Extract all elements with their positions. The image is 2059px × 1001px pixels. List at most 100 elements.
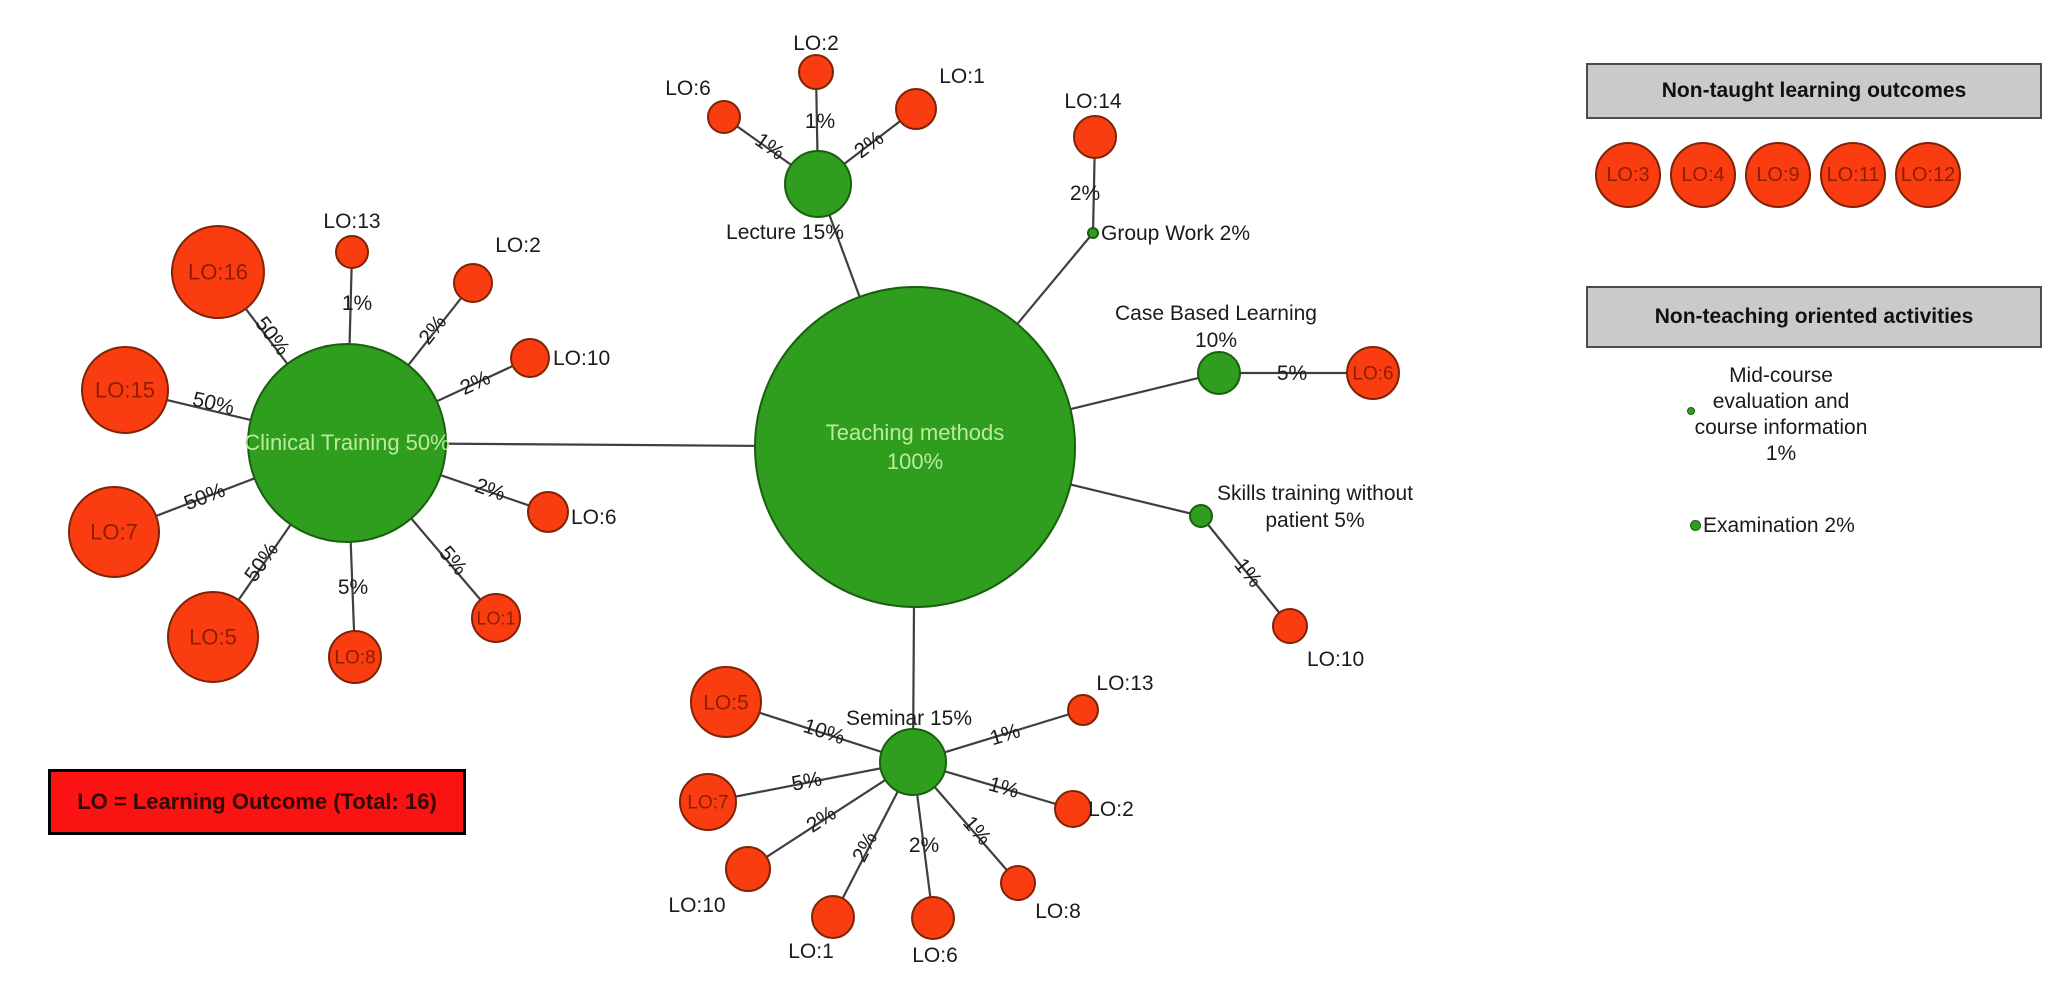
non-taught-lo-label: LO:11 (1826, 163, 1880, 186)
edge-label-group-work-0: 2% (1070, 182, 1100, 205)
node-group-work (1087, 227, 1099, 239)
mid-course-dot-icon (1687, 407, 1695, 415)
node-seminar-outcome-4 (911, 896, 955, 940)
node-clinical-training (247, 343, 447, 543)
edge-label-seminar-1: 5% (790, 767, 824, 795)
lo-note-box: LO = Learning Outcome (Total: 16) (48, 769, 466, 835)
edge-label-lecture-1: 1% (805, 110, 835, 133)
node-seminar-label: Seminar 15% (846, 707, 972, 730)
edge-skills-training-without-patient-0 (1200, 515, 1291, 627)
node-seminar-outcome-3-label: LO:1 (788, 940, 834, 963)
mid-course-line: Mid-course (1729, 364, 1833, 387)
node-lecture-outcome-1-label: LO:2 (793, 32, 839, 55)
node-clinical-training-outcome-5 (68, 486, 160, 578)
node-teaching-methods-label: 100% (887, 449, 943, 474)
non-taught-lo-label: LO:9 (1756, 163, 1800, 186)
edge-label-seminar-0: 10% (800, 714, 847, 749)
examination-dot-icon (1690, 520, 1701, 531)
node-clinical-training-outcome-9 (471, 593, 521, 643)
node-seminar (879, 728, 947, 796)
node-clinical-training-outcome-2-label: LO:2 (495, 234, 541, 257)
node-lecture-outcome-0 (707, 100, 741, 134)
node-clinical-training-outcome-2 (453, 263, 493, 303)
non-taught-lo-circle: LO:12 (1895, 142, 1961, 208)
node-clinical-training-label: Clinical Training 50% (244, 430, 449, 455)
edge-label-clinical-training-5: 50% (181, 479, 228, 516)
edge-label-seminar-5: 1% (958, 812, 995, 850)
mid-course-item: Mid-course evaluation and course informa… (1661, 363, 1901, 467)
edge-label-lecture-2: 2% (850, 126, 888, 163)
node-case-based-learning-label: Case Based Learning (1115, 302, 1317, 325)
node-clinical-training-outcome-8 (328, 630, 382, 684)
node-seminar-outcome-4-label: LO:6 (912, 944, 958, 967)
legend-non-taught-box: Non-taught learning outcomes (1586, 63, 2042, 119)
node-clinical-training-outcome-4 (510, 338, 550, 378)
mid-course-line: course information (1694, 416, 1868, 439)
node-clinical-training-outcome-0 (171, 225, 265, 319)
node-teaching-methods-label: Teaching methods (826, 420, 1005, 445)
legend-non-taught-title: Non-taught learning outcomes (1661, 79, 1967, 102)
node-lecture-outcome-2 (895, 88, 937, 130)
node-seminar-outcome-0 (690, 666, 762, 738)
node-lecture-outcome-0-label: LO:6 (665, 77, 711, 100)
node-group-work-outcome-0 (1073, 115, 1117, 159)
node-seminar-outcome-7 (1067, 694, 1099, 726)
node-lecture-outcome-2-label: LO:1 (939, 65, 985, 88)
node-seminar-outcome-6 (1054, 790, 1092, 828)
edge-label-seminar-4: 2% (909, 834, 939, 857)
node-clinical-training-outcome-1-label: LO:13 (323, 210, 380, 233)
edge-label-clinical-training-9: 5% (434, 542, 471, 580)
edge-label-seminar-2: 2% (802, 802, 840, 838)
node-skills-training-without-patient (1189, 504, 1213, 528)
non-taught-lo-label: LO:3 (1606, 163, 1650, 186)
legend-non-teaching-title: Non-teaching oriented activities (1654, 305, 1974, 328)
node-clinical-training-outcome-5-label: LO:7 (90, 520, 138, 545)
node-skills-training-without-patient-outcome-0-label: LO:10 (1307, 648, 1364, 671)
node-clinical-training-outcome-6-label: LO:6 (571, 506, 617, 529)
node-seminar-outcome-7-label: LO:13 (1096, 672, 1153, 695)
node-seminar-outcome-0-label: LO:5 (703, 691, 749, 714)
edge-label-clinical-training-0: 50% (250, 312, 294, 359)
node-seminar-outcome-1 (679, 773, 737, 831)
node-seminar-outcome-2 (725, 846, 771, 892)
node-case-based-learning-outcome-0-label: LO:6 (1352, 364, 1393, 385)
node-skills-training-without-patient-label: patient 5% (1265, 509, 1364, 532)
edge-label-seminar-7: 1% (987, 719, 1023, 750)
node-case-based-learning-label: 10% (1195, 329, 1237, 352)
node-clinical-training-outcome-3-label: LO:15 (95, 378, 155, 403)
node-clinical-training-outcome-0-label: LO:16 (188, 260, 248, 285)
non-taught-lo-label: LO:12 (1900, 163, 1956, 186)
node-lecture-outcome-1 (798, 54, 834, 90)
lo-note-text: LO = Learning Outcome (Total: 16) (77, 789, 437, 814)
edge-label-clinical-training-8: 5% (338, 576, 368, 599)
node-seminar-outcome-2-label: LO:10 (668, 894, 725, 917)
non-taught-lo-circle: LO:3 (1595, 142, 1661, 208)
node-group-work-outcome-0-label: LO:14 (1064, 90, 1122, 113)
node-clinical-training-outcome-3 (81, 346, 169, 434)
node-seminar-outcome-3 (811, 895, 855, 939)
edge-label-case-based-learning-0: 5% (1277, 362, 1307, 385)
node-case-based-learning (1197, 351, 1241, 395)
node-seminar-outcome-6-label: LO:2 (1088, 798, 1134, 821)
examination-label: Examination 2% (1703, 514, 1855, 537)
node-clinical-training-outcome-8-label: LO:8 (334, 648, 375, 669)
node-clinical-training-outcome-6 (527, 491, 569, 533)
node-seminar-outcome-5-label: LO:8 (1035, 900, 1081, 923)
node-clinical-training-outcome-1 (335, 235, 369, 269)
node-skills-training-without-patient-label: Skills training without (1217, 482, 1413, 505)
node-clinical-training-outcome-4-label: LO:10 (553, 347, 610, 370)
node-seminar-outcome-5 (1000, 865, 1036, 901)
edge-label-clinical-training-4: 2% (457, 366, 494, 400)
non-taught-lo-circle: LO:4 (1670, 142, 1736, 208)
node-teaching-methods (754, 286, 1076, 608)
node-case-based-learning-outcome-0 (1346, 346, 1400, 400)
node-lecture (784, 150, 852, 218)
non-taught-lo-circle: LO:11 (1820, 142, 1886, 208)
node-lecture-label: Lecture 15% (726, 221, 844, 244)
node-clinical-training-outcome-7-label: LO:5 (189, 625, 237, 650)
node-skills-training-without-patient-outcome-0 (1272, 608, 1308, 644)
node-clinical-training-outcome-9-label: LO:1 (476, 608, 515, 628)
edge-label-clinical-training-3: 50% (190, 388, 236, 420)
